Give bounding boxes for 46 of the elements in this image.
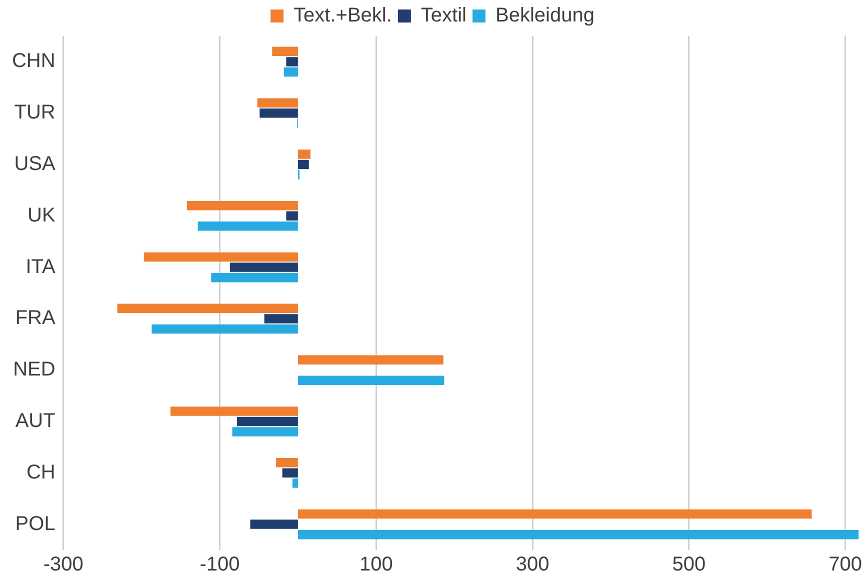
bar <box>250 520 298 529</box>
legend-label: Textil <box>420 4 466 27</box>
bar <box>230 262 298 272</box>
bar <box>260 108 298 118</box>
bar <box>144 252 298 262</box>
bar <box>298 160 309 170</box>
bar <box>211 272 298 282</box>
bar <box>286 57 298 66</box>
bar <box>264 314 298 324</box>
bar <box>298 530 859 540</box>
bar <box>298 376 444 386</box>
bar <box>286 211 298 221</box>
bar <box>198 222 298 231</box>
x-tick-label: 300 <box>516 554 550 576</box>
bar <box>257 98 298 108</box>
bar <box>152 324 298 334</box>
bar <box>298 355 444 364</box>
bar <box>282 468 298 478</box>
y-tick-label: UK <box>28 204 56 226</box>
x-tick-label: 500 <box>672 554 706 576</box>
bar <box>272 46 298 56</box>
y-tick-label: TUR <box>14 102 56 124</box>
legend-label: Text.+Bekl. <box>294 4 392 27</box>
bar <box>170 406 298 416</box>
x-tick-label: -100 <box>200 554 240 576</box>
y-tick-label: USA <box>14 153 56 176</box>
bar <box>232 427 298 436</box>
bar <box>298 150 310 159</box>
y-tick-label: POL <box>15 512 56 535</box>
bar <box>186 200 298 210</box>
bar <box>276 458 298 468</box>
y-tick-label: ITA <box>26 256 56 278</box>
y-tick-label: CHN <box>12 50 56 72</box>
x-tick-label: 700 <box>828 554 862 576</box>
x-tick-label: -300 <box>43 554 84 576</box>
y-tick-label: FRA <box>15 307 56 330</box>
bar <box>298 509 812 519</box>
y-tick-label: NED <box>13 358 56 381</box>
y-tick-label: AUT <box>15 410 56 432</box>
bar <box>117 304 298 314</box>
bar <box>236 416 298 426</box>
legend-label: Bekleidung <box>495 4 594 27</box>
x-tick-label: 100 <box>359 554 393 576</box>
bar <box>284 67 298 77</box>
y-tick-label: CH <box>26 461 56 484</box>
bar <box>292 478 298 488</box>
